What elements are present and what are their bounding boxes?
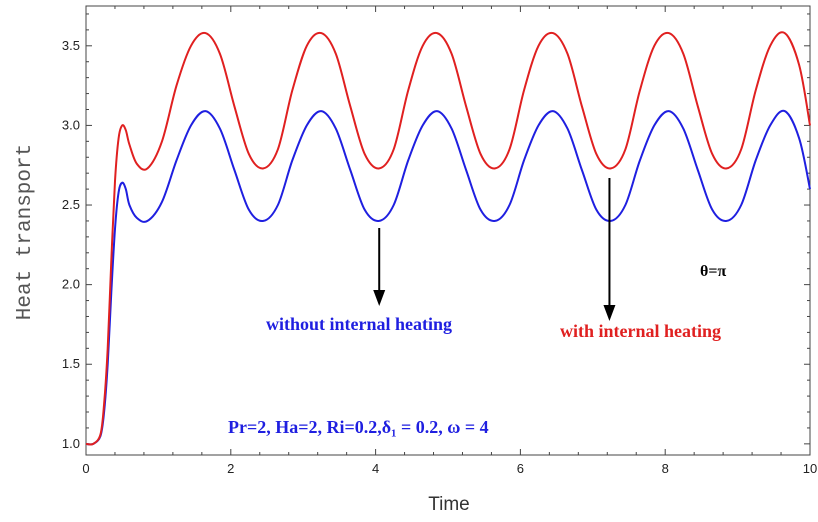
x-tick-label: 2 bbox=[227, 461, 234, 476]
x-tick-label: 0 bbox=[82, 461, 89, 476]
annotation-theta-text: θ=π bbox=[700, 263, 726, 280]
y-tick-label: 1.0 bbox=[62, 436, 80, 451]
arrow-with-heating-head bbox=[603, 305, 616, 321]
series-line-without-internal-heating bbox=[85, 109, 811, 446]
plot-frame bbox=[85, 5, 811, 456]
x-tick-label: 6 bbox=[517, 461, 524, 476]
x-tick-label: 10 bbox=[803, 461, 817, 476]
annotation-parameters: Pr=2, Ha=2, Ri=0.2,δ₁ = 0.2, ω = 4 bbox=[228, 417, 489, 437]
x-axis-label: Time bbox=[428, 494, 470, 515]
y-tick-label: 3.0 bbox=[62, 117, 80, 132]
x-tick-label: 8 bbox=[662, 461, 669, 476]
y-tick-label: 2.0 bbox=[62, 277, 80, 292]
y-tick-label: 3.5 bbox=[62, 38, 80, 53]
y-tick-label: 2.5 bbox=[62, 197, 80, 212]
arrow-without-heating-head bbox=[373, 290, 386, 306]
annotation-theta: θ=π bbox=[700, 263, 726, 280]
annotation-with-heating: with internal heating bbox=[560, 321, 721, 341]
y-axis-label: Heat transport bbox=[14, 144, 37, 320]
y-tick-label: 1.5 bbox=[62, 356, 80, 371]
series-line-with-internal-heating bbox=[85, 31, 811, 446]
x-tick-label: 4 bbox=[372, 461, 379, 476]
annotation-without-heating: without internal heating bbox=[266, 314, 452, 334]
